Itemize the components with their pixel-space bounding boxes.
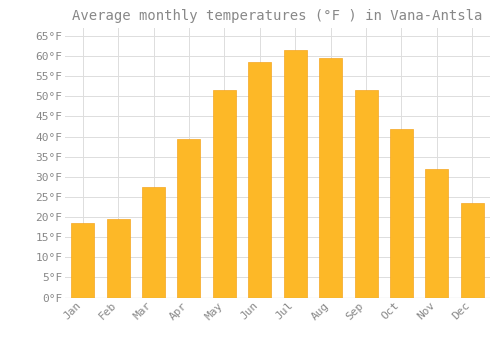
Title: Average monthly temperatures (°F ) in Vana-Antsla: Average monthly temperatures (°F ) in Va…: [72, 9, 482, 23]
Bar: [178, 139, 201, 298]
Bar: [319, 58, 342, 298]
Bar: [426, 169, 448, 298]
Bar: [284, 50, 306, 298]
Bar: [248, 62, 272, 298]
Bar: [142, 187, 165, 298]
Bar: [354, 90, 378, 298]
Bar: [71, 223, 94, 298]
Bar: [106, 219, 130, 298]
Bar: [390, 128, 413, 298]
Bar: [461, 203, 484, 298]
Bar: [213, 90, 236, 298]
